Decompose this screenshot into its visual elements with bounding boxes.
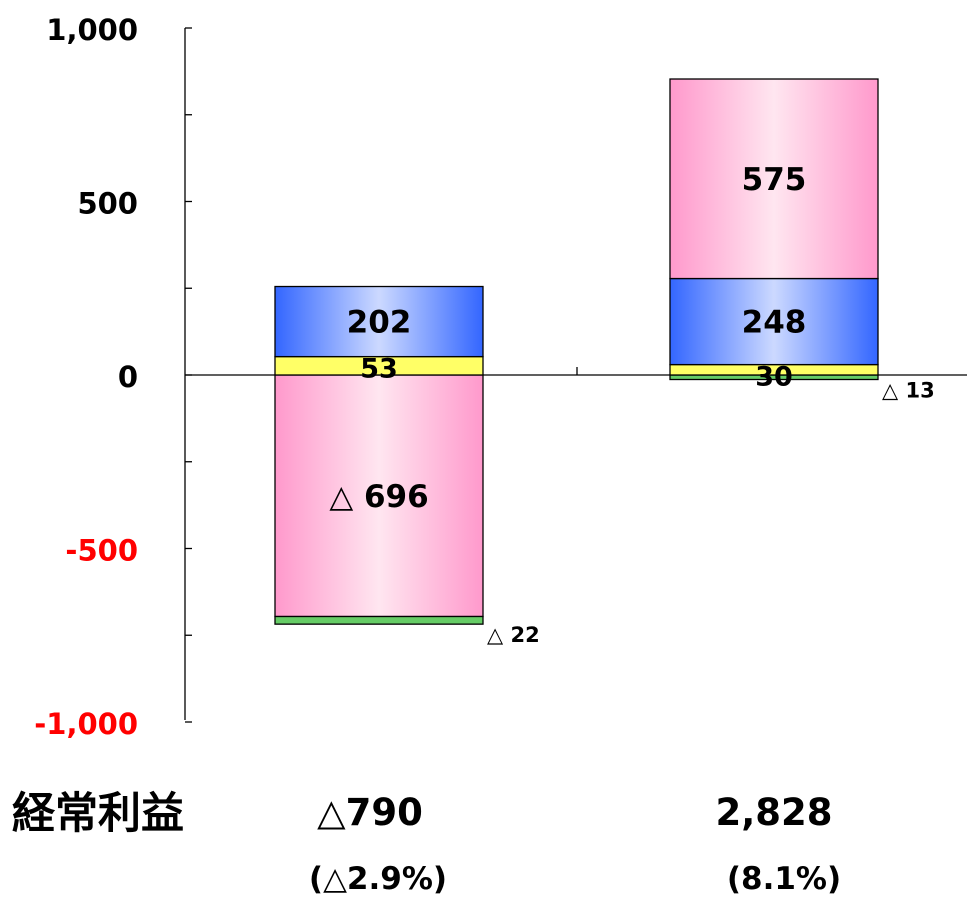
data-label: 575 (742, 162, 807, 198)
labels-layer: △ 696 △ 22 53 202 △790 (△2.9%) △ 13 30 248 575 2,8… (12, 162, 935, 897)
bar-segment-green (274, 615, 484, 625)
y-tick-label: 0 (118, 360, 138, 394)
ratio-value: (8.1%) (727, 861, 841, 897)
data-label: 248 (742, 305, 807, 341)
y-tick-label: -1,000 (34, 707, 138, 741)
data-label: △ 696 (329, 479, 428, 515)
bar-segment-blue (274, 285, 484, 358)
bar-segment-pink (669, 78, 879, 280)
bar-segment-pink (274, 374, 484, 618)
total-value: △790 (317, 791, 423, 834)
ratio-value: (△2.9%) (309, 861, 447, 897)
data-label: 202 (347, 305, 412, 341)
bars-layer (274, 78, 879, 625)
y-tick-label: -500 (65, 534, 138, 568)
data-label: △ 13 (882, 379, 935, 403)
data-label: △ 22 (487, 623, 540, 647)
data-label: 53 (360, 354, 398, 385)
y-tick-label: 500 (77, 187, 138, 221)
y-tick-label: 1,000 (46, 13, 138, 47)
total-value: 2,828 (715, 791, 832, 834)
bar-segment-blue (669, 277, 879, 366)
data-label: 30 (755, 362, 793, 393)
row-label: 経常利益 (12, 789, 184, 839)
